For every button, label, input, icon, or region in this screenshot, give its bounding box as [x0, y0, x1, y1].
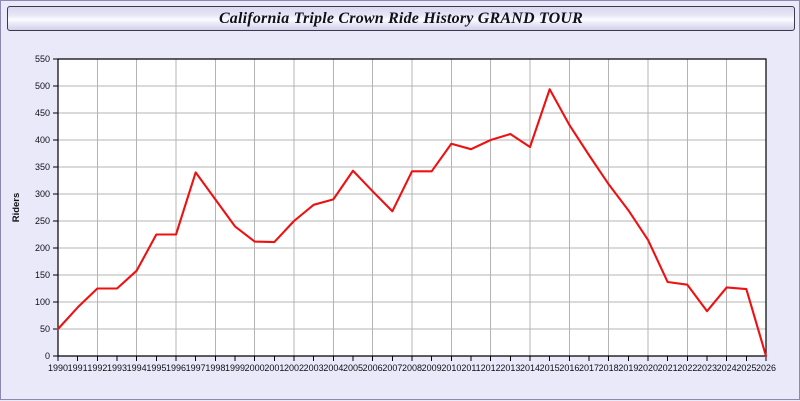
- y-tick-label: 250: [35, 216, 50, 226]
- x-tick-label: 1998: [205, 363, 225, 373]
- x-tick-label: 2007: [382, 363, 402, 373]
- y-tick-label: 200: [35, 243, 50, 253]
- y-tick-label: 450: [35, 108, 50, 118]
- x-tick-label: 2004: [323, 363, 343, 373]
- y-axis-ticks: 0 50 100 150 200 250 300 350 400 450 500 550: [35, 54, 58, 361]
- x-tick-label: 2025: [736, 363, 756, 373]
- x-tick-label: 2008: [402, 363, 422, 373]
- x-tick-label: 1994: [127, 363, 147, 373]
- x-tick-label: 2001: [264, 363, 284, 373]
- x-tick-label: 2017: [579, 363, 599, 373]
- x-tick-label: 2012: [481, 363, 501, 373]
- x-tick-label: 1993: [107, 363, 127, 373]
- y-tick-label: 50: [40, 324, 50, 334]
- x-tick-label: 1990: [48, 363, 68, 373]
- x-tick-label: 2002: [284, 363, 304, 373]
- x-tick-label: 2020: [638, 363, 658, 373]
- x-tick-label: 2005: [343, 363, 363, 373]
- y-tick-label: 100: [35, 297, 50, 307]
- y-axis-label: Riders: [11, 193, 22, 223]
- x-tick-label: 2015: [540, 363, 560, 373]
- y-tick-label: 150: [35, 270, 50, 280]
- x-tick-label: 1999: [225, 363, 245, 373]
- y-tick-label: 550: [35, 54, 50, 64]
- x-tick-label: 2013: [500, 363, 520, 373]
- page-title: California Triple Crown Ride History GRA…: [218, 9, 584, 27]
- x-tick-label: 2021: [658, 363, 678, 373]
- x-tick-label: 2024: [717, 363, 737, 373]
- x-tick-label: 2011: [461, 363, 480, 373]
- x-tick-label: 2009: [422, 363, 442, 373]
- y-tick-label: 0: [45, 351, 50, 361]
- x-tick-label: 2019: [618, 363, 638, 373]
- x-tick-label: 2026: [756, 363, 776, 373]
- x-tick-label: 2014: [520, 363, 540, 373]
- y-tick-label: 350: [35, 162, 50, 172]
- x-tick-label: 2018: [599, 363, 619, 373]
- y-tick-label: 400: [35, 135, 50, 145]
- x-tick-label: 1991: [68, 363, 88, 373]
- x-tick-label: 2016: [559, 363, 579, 373]
- x-tick-label: 2023: [697, 363, 717, 373]
- chart-container: 0 50 100 150 200 250 300 350 400 450 500 550 1990 19…: [1, 33, 800, 401]
- x-tick-label: 2010: [441, 363, 461, 373]
- y-tick-label: 500: [35, 81, 50, 91]
- x-tick-label: 1992: [87, 363, 107, 373]
- x-axis-ticks: 1990 1991 1992 1993 1994 1995 1996 1997 1998 1999…: [48, 356, 776, 373]
- riders-series-line: [56, 88, 768, 358]
- x-tick-label: 2003: [304, 363, 324, 373]
- x-tick-label: 1995: [146, 363, 166, 373]
- y-tick-label: 300: [35, 189, 50, 199]
- x-tick-label: 1996: [166, 363, 186, 373]
- chart-title-bar: California Triple Crown Ride History GRA…: [7, 6, 795, 31]
- x-tick-label: 2000: [245, 363, 265, 373]
- x-tick-label: 1997: [186, 363, 206, 373]
- x-tick-label: 2006: [363, 363, 383, 373]
- x-tick-label: 2022: [677, 363, 697, 373]
